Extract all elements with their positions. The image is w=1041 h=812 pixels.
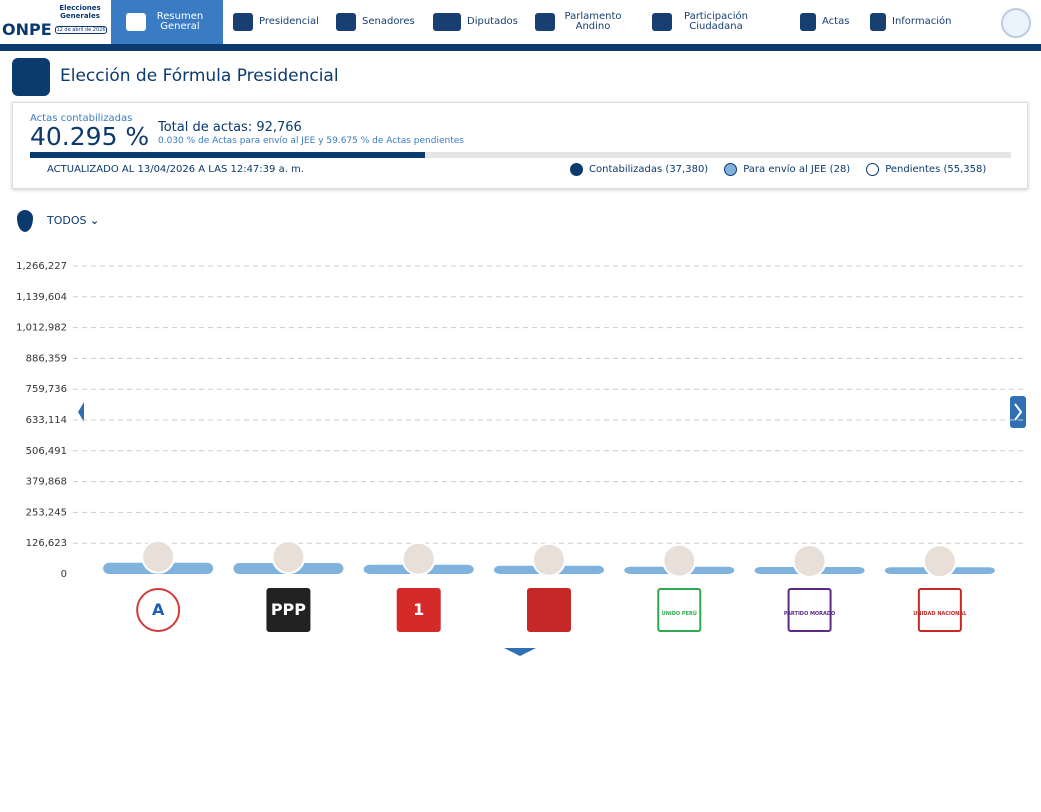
party-logo [527,588,571,632]
logo: ONPE [2,20,52,39]
progress-track [30,152,1011,158]
event-date: 12 de abril de 2026 [55,26,107,34]
prev-arrow[interactable] [78,402,84,422]
next-arrow[interactable] [1010,396,1026,428]
nav-label: Presidencial [259,16,319,27]
party-logo [136,588,181,632]
party-logo [917,588,962,632]
percent: 40.295 % [30,122,150,151]
summary-card: Actas contabilizadas 40.295 % Total de a… [12,102,1028,189]
caption: Actas contabilizadas [30,113,133,124]
y-tick-label: 1,266,227 [16,261,67,272]
nav-item[interactable]: Resumen General [111,0,223,44]
party-logo-text: PARTIDO MORADO [784,611,835,617]
party-logo-text: A [152,600,165,619]
party-logo [396,588,441,632]
candidate-photo [792,543,827,578]
party-logo-text: UNIDO PERÚ [662,610,697,617]
filter[interactable]: TODOS ⌄ [47,214,100,227]
candidate-photo [662,543,697,578]
filter-label: TODOS [47,214,87,227]
nav-label: Diputados [467,16,518,27]
nav-label: Participación Ciudadana [683,11,748,32]
party-logo-text: PPP [271,600,306,619]
legend-label: Para envío al JEE (28) [743,164,851,175]
party-logo-text: UNIDAD NACIONAL [913,611,967,617]
location-icon [17,210,33,232]
updated: ACTUALIZADO AL 13/04/2026 A LAS 12:47:39… [47,164,304,175]
y-tick-label: 1,012,982 [16,323,67,334]
party-logo [266,588,311,632]
expand-arrow[interactable] [504,648,536,656]
detail: 0.030 % de Actas para envío al JEE y 59.… [158,136,464,146]
nav-item[interactable]: Diputados [433,0,518,44]
accessibility-button[interactable] [1001,8,1031,38]
y-tick-label: 0 [61,569,67,580]
y-tick-label: 253,245 [26,507,67,518]
nav-item[interactable]: Actas [800,0,849,44]
y-tick-label: 379,868 [26,477,67,488]
nav-item[interactable]: Información [870,0,951,44]
y-tick-label: 633,114 [26,415,67,426]
party-logo [787,588,832,632]
candidate-photo [532,542,566,577]
party-logo [657,588,702,632]
nav-label: Resumen General [156,11,204,32]
y-tick-label: 506,491 [26,446,67,457]
party-logo-text: 1 [413,600,424,619]
total: Total de actas: 92,766 [158,120,302,135]
legend-label: Contabilizadas (37,380) [589,164,709,175]
candidate-photo [922,544,957,579]
next-arrow-icon [1014,403,1023,421]
nav-label: Actas [822,16,850,27]
page-title: Elección de Fórmula Presidencial [60,66,339,86]
event: Elecciones Generales [59,4,101,20]
legend-label: Pendientes (55,358) [885,164,987,175]
legend: Contabilizadas (37,380) Para envío al JE… [570,163,986,176]
candidate-photo [271,540,306,575]
progress-bar [30,152,426,158]
nav-item[interactable]: Parlamento Andino [535,0,625,44]
nav-item[interactable]: Participación Ciudadana [652,0,754,44]
nav-item[interactable]: Senadores [336,0,415,44]
header: ONPE Elecciones Generales 12 de abril de… [0,0,1041,51]
emblem [12,58,50,96]
nav-label: Senadores [362,16,415,27]
nav-item[interactable]: Presidencial [233,0,319,44]
nav-label: Parlamento Andino [564,11,622,32]
candidate-photo [401,541,436,576]
nav-label: Información [892,16,952,27]
y-tick-label: 759,736 [26,384,67,395]
candidate-photo [141,539,176,574]
y-tick-label: 886,359 [26,353,67,364]
y-tick-label: 1,139,604 [16,292,67,303]
y-tick-label: 126,623 [26,538,67,549]
